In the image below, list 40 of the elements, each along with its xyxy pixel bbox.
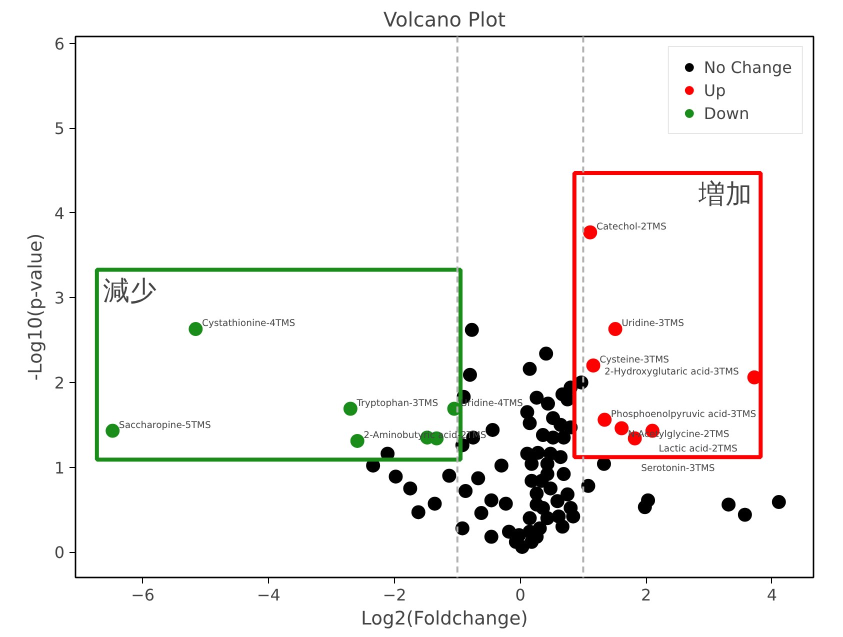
x-tick-label: 2: [641, 586, 652, 604]
y-tick-label: 2: [54, 373, 65, 392]
data-label: Saccharopine-5TMS: [118, 420, 211, 431]
y-tick-label: 0: [54, 543, 65, 562]
y-tick-label: 6: [54, 34, 65, 54]
point: [188, 322, 203, 336]
data-label: Tryptophan-3TMS: [356, 398, 438, 409]
data-label: 2-Hydroxyglutaric acid-3TMS: [604, 366, 740, 378]
data-label: Catechol-2TMS: [596, 221, 666, 232]
point: [614, 421, 629, 436]
x-tick-label: −6: [131, 586, 155, 604]
data-label: Cystathionine-4TMS: [202, 318, 296, 330]
legend-label: Down: [704, 104, 750, 122]
chart-title: Volcano Plot: [383, 8, 506, 32]
x-tick-label: −4: [256, 586, 280, 604]
data-label: Lactic acid-2TMS: [658, 444, 738, 455]
data-label: Serotonin-3TMS: [641, 463, 715, 474]
point: [343, 402, 358, 416]
y-tick-label: 5: [54, 119, 65, 138]
point: [583, 225, 598, 240]
annotation: 増加: [698, 179, 753, 210]
point: [598, 412, 612, 427]
point: [350, 434, 364, 448]
point: [106, 424, 120, 438]
y-tick-label: 4: [54, 204, 65, 223]
legend-label: No Change: [704, 58, 792, 76]
point: [608, 322, 622, 336]
x-axis-title: Log2(Foldchange): [361, 608, 528, 630]
y-axis-title: -Log10(p-value): [25, 233, 46, 381]
y-tick-label: 1: [54, 458, 65, 478]
data-label: Uridine-3TMS: [622, 318, 684, 330]
annotation: 減少: [102, 276, 157, 307]
data-label: Cysteine-3TMS: [600, 354, 670, 366]
x-tick-label: −2: [382, 586, 406, 604]
x-tick-label: 0: [515, 586, 526, 604]
point: [586, 358, 600, 372]
data-label: Phosphoenolpyruvic acid-3TMS: [610, 408, 756, 420]
legend-label: Up: [704, 80, 726, 100]
x-tick-label: 4: [766, 586, 778, 604]
y-tick-label: 3: [54, 288, 65, 308]
